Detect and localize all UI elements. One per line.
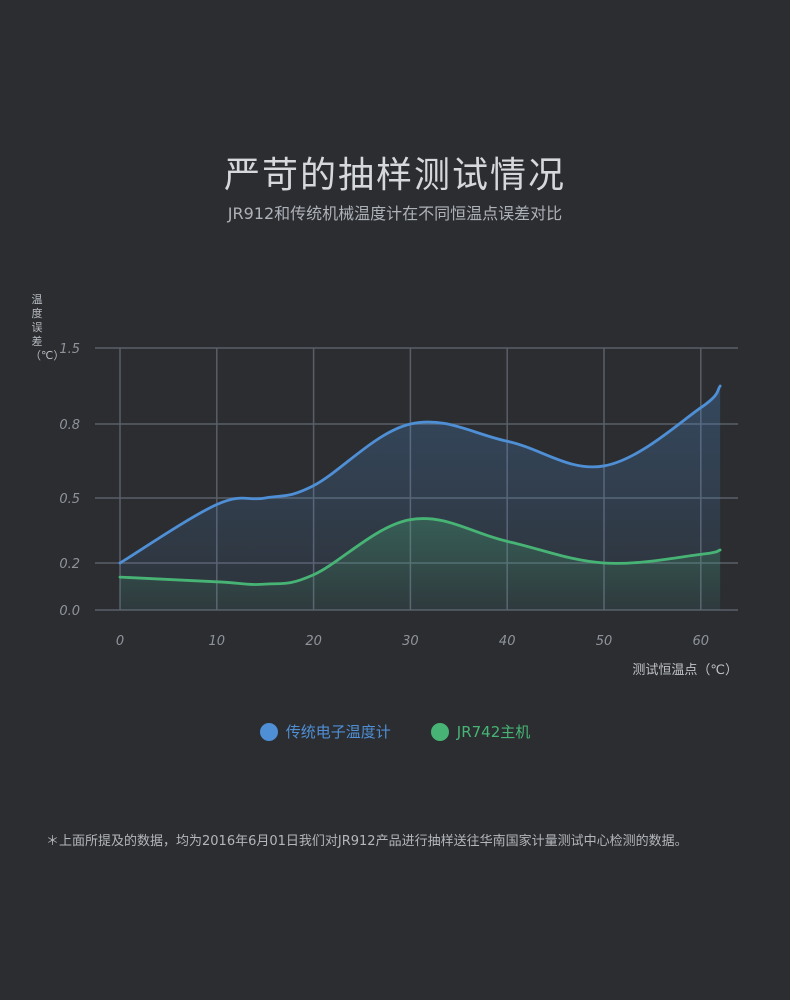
chart-lines [118,384,722,586]
footnote: ＊上面所提及的数据，均为2016年6月01日我们对JR912产品进行抽样送往华南… [46,834,688,849]
x-tick-label: 20 [305,634,322,649]
series-area-0 [120,386,721,610]
legend-label: JR742主机 [456,723,531,741]
x-axis-title: 测试恒温点（℃） [632,663,738,678]
legend-dot-icon [430,722,449,741]
x-tick-label: 40 [499,634,516,649]
x-axis-ticks: 0 10 20 30 40 50 60 [116,634,709,649]
legend-label: 传统电子温度计 [285,723,391,741]
line-chart: 0.0 0.2 0.5 0.8 1.5 0 10 20 30 40 50 60 [59,342,738,649]
page-title: 严苛的抽样测试情况 [223,155,566,196]
series-line-1 [118,517,722,586]
page-subtitle: JR912和传统机械温度计在不同恒温点误差对比 [227,204,563,223]
legend-dot-icon [259,722,278,741]
series-line-0 [118,384,722,565]
y-axis-ticks: 0.0 0.2 0.5 0.8 1.5 [59,342,80,619]
y-tick-label: 1.5 [59,342,80,357]
x-tick-label: 0 [116,634,124,649]
y-tick-label: 0.5 [59,492,80,507]
series-area-1 [120,518,721,610]
legend-item-traditional[interactable]: 传统电子温度计 [259,721,391,742]
x-tick-label: 60 [693,634,710,649]
chart-areas [120,386,721,610]
y-tick-label: 0.2 [59,557,80,572]
x-tick-label: 10 [209,634,226,649]
x-tick-label: 30 [402,634,419,649]
legend-item-jr742[interactable]: JR742主机 [430,721,531,742]
x-tick-label: 50 [596,634,613,649]
y-tick-label: 0.0 [59,604,80,619]
y-tick-label: 0.8 [59,418,80,433]
chart-legend: 传统电子温度计 JR742主机 [0,721,790,742]
